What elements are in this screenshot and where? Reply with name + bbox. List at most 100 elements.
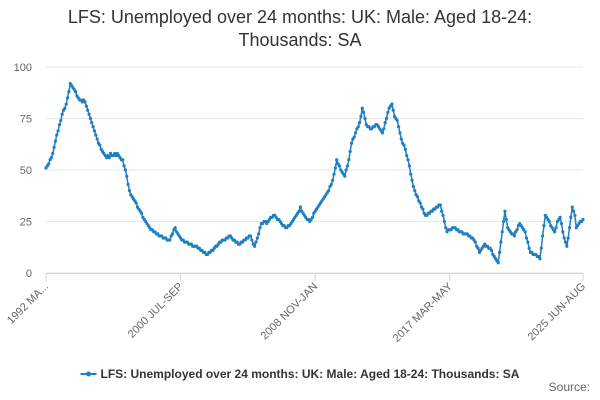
- data-point: [47, 162, 51, 166]
- data-point: [405, 153, 409, 158]
- data-point: [64, 102, 68, 106]
- data-point: [402, 143, 406, 147]
- data-point: [345, 164, 350, 168]
- data-point: [356, 125, 360, 129]
- data-point: [53, 139, 58, 143]
- x-tick-label: 1992 MA...: [5, 281, 51, 327]
- data-point: [95, 137, 99, 141]
- data-point: [337, 164, 341, 168]
- data-point: [570, 205, 574, 209]
- data-point: [127, 189, 132, 193]
- data-point: [413, 189, 417, 193]
- data-point: [57, 123, 62, 127]
- data-point: [558, 215, 562, 219]
- data-point: [440, 209, 444, 213]
- data-point: [503, 209, 507, 213]
- data-point: [561, 230, 565, 234]
- data-point: [380, 131, 385, 135]
- data-point: [398, 131, 402, 135]
- data-point: [348, 149, 352, 154]
- data-point: [329, 182, 333, 187]
- data-point: [409, 172, 413, 176]
- data-point: [407, 164, 411, 168]
- data-point: [121, 158, 125, 162]
- data-point: [126, 182, 130, 187]
- data-point: [335, 158, 339, 162]
- data-point: [418, 201, 422, 205]
- data-point: [542, 224, 546, 228]
- data-point: [497, 250, 502, 254]
- data-point: [554, 226, 558, 230]
- data-point: [515, 228, 519, 232]
- data-point: [107, 156, 111, 160]
- data-point: [538, 256, 542, 261]
- x-tick-label: 2000 JUL-SEP: [126, 281, 186, 341]
- data-point: [573, 213, 577, 217]
- data-point: [125, 174, 129, 178]
- data-point: [523, 230, 527, 234]
- data-point: [310, 215, 315, 219]
- data-point: [344, 168, 348, 172]
- data-point: [384, 116, 389, 121]
- data-point: [391, 108, 395, 112]
- chart-title: LFS: Unemployed over 24 months: UK: Male…: [67, 7, 533, 50]
- data-point: [527, 246, 531, 250]
- data-point: [441, 213, 445, 217]
- data-point: [421, 207, 425, 211]
- data-point: [298, 205, 302, 209]
- x-tick-label: 2025 JUN-AUG: [526, 281, 589, 344]
- data-point: [360, 106, 364, 110]
- data-point: [332, 172, 336, 176]
- data-point: [581, 217, 585, 222]
- data-point: [67, 90, 71, 94]
- data-point: [562, 236, 566, 240]
- data-point: [571, 209, 576, 213]
- data-point: [399, 137, 403, 141]
- data-point: [383, 121, 387, 125]
- data-point: [444, 226, 448, 230]
- data-point: [49, 156, 53, 160]
- data-point: [134, 201, 138, 205]
- data-point: [123, 168, 128, 172]
- data-point: [173, 226, 177, 230]
- data-point: [94, 133, 98, 137]
- data-point: [98, 143, 102, 147]
- data-point: [353, 131, 358, 135]
- data-point: [473, 240, 477, 244]
- data-point: [250, 238, 254, 242]
- data-point: [438, 203, 442, 207]
- data-point: [512, 234, 516, 238]
- data-point: [390, 102, 394, 106]
- data-point: [553, 230, 557, 234]
- data-point: [51, 151, 55, 156]
- data-point: [90, 121, 94, 125]
- data-point: [333, 166, 337, 170]
- data-point: [91, 125, 95, 129]
- data-point: [253, 244, 257, 248]
- data-point: [565, 244, 569, 248]
- data-point: [397, 125, 401, 129]
- data-point: [74, 90, 78, 94]
- source: Source:: [549, 380, 590, 394]
- data-point: [254, 240, 258, 244]
- data-point: [547, 219, 551, 224]
- legend-item: LFS: Unemployed over 24 months: UK: Male…: [80, 367, 520, 381]
- data-point: [168, 238, 172, 242]
- data-point: [352, 135, 356, 139]
- data-point: [257, 232, 261, 236]
- series-line: [45, 81, 584, 265]
- data-point: [563, 240, 568, 244]
- data-point: [566, 236, 570, 240]
- data-point: [395, 118, 399, 123]
- data-point: [170, 232, 175, 236]
- data-point: [567, 226, 572, 230]
- data-point: [410, 178, 414, 182]
- data-point: [411, 184, 416, 189]
- data-point: [539, 246, 543, 250]
- data-point: [65, 96, 70, 100]
- x-tick-label: 2017 MAR-MAY: [391, 280, 456, 345]
- data-point: [362, 110, 366, 114]
- data-point: [86, 108, 90, 112]
- data-point: [382, 127, 386, 131]
